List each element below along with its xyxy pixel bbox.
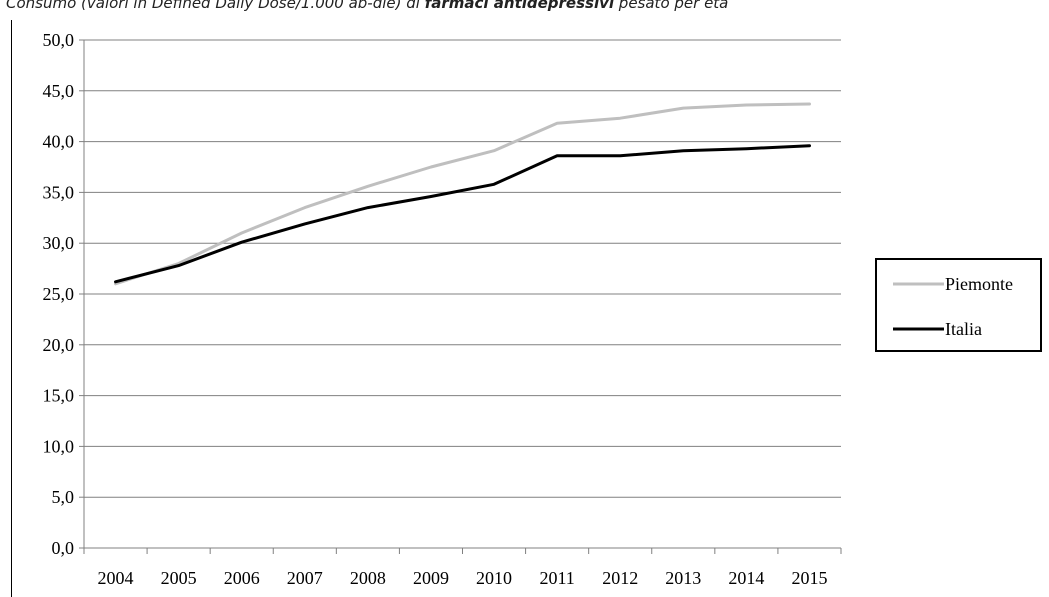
legend-box	[875, 258, 1042, 352]
x-tick-label: 2007	[287, 568, 323, 588]
y-tick-label: 0,0	[52, 538, 75, 558]
x-tick-label: 2004	[98, 568, 134, 588]
gridlines	[84, 39, 841, 498]
y-tick-label: 50,0	[43, 30, 75, 50]
x-tick-label: 2015	[791, 568, 827, 588]
chart-title-part: Consumo (valori in Defined Daily Dose/1.…	[6, 0, 425, 12]
y-tick-label: 45,0	[43, 81, 75, 101]
x-tick-label: 2010	[476, 568, 512, 588]
chart-title-part: farmaci antidepressivi	[424, 0, 615, 12]
x-tick-label: 2012	[602, 568, 638, 588]
x-tick-label: 2006	[224, 568, 260, 588]
x-tick-labels: 2004 2005 2006 2007 2008 2009 2010 2011 2012 2013…	[98, 568, 828, 588]
chart-title: Consumo (valori in Defined Daily Dose/1.…	[6, 0, 1049, 16]
series-lines	[114, 102, 811, 286]
legend-label: Piemonte	[945, 274, 1013, 294]
x-tick-label: 2014	[728, 568, 764, 588]
axes	[79, 39, 842, 554]
x-tick-label: 2009	[413, 568, 449, 588]
x-tick-label: 2008	[350, 568, 386, 588]
y-tick-label: 30,0	[43, 233, 75, 253]
x-tick-label: 2011	[539, 568, 574, 588]
x-tick-label: 2013	[665, 568, 701, 588]
y-tick-label: 15,0	[43, 386, 75, 406]
page-border-left	[11, 20, 12, 597]
y-tick-label: 5,0	[52, 487, 75, 507]
y-tick-label: 35,0	[43, 182, 75, 202]
legend: Piemonte Italia	[875, 258, 1042, 352]
y-tick-label: 20,0	[43, 335, 75, 355]
legend-label: Italia	[945, 319, 982, 339]
chart-title-part: pesato per età	[614, 0, 729, 12]
x-tick-label: 2005	[161, 568, 197, 588]
y-tick-labels: 0,0 5,0 10,0 15,0 20,0 25,0 30,0 35,0 40,0 45,0 50…	[43, 30, 75, 558]
series-line-italia	[114, 144, 811, 284]
y-tick-label: 40,0	[43, 132, 75, 152]
y-tick-label: 25,0	[43, 284, 75, 304]
series-line-piemonte	[114, 102, 811, 286]
y-tick-label: 10,0	[43, 436, 75, 456]
